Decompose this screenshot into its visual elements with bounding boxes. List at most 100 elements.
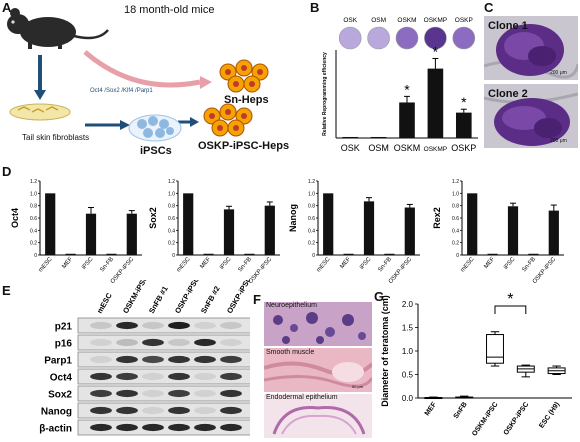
blot-band bbox=[220, 406, 242, 415]
panel-label-b: B bbox=[310, 0, 320, 15]
blot-row-label-2: Parp1 bbox=[44, 356, 72, 367]
ytick-label: 2.0 bbox=[402, 300, 414, 309]
dish-label-2: OSKM bbox=[397, 17, 416, 24]
blot-band bbox=[168, 389, 190, 398]
ytick-label: 0.6 bbox=[452, 216, 459, 222]
ytick-label: 1.0 bbox=[308, 191, 315, 197]
bar-Sn-FB bbox=[106, 253, 117, 255]
panel-label-d: D bbox=[2, 164, 12, 179]
panel-g-boxplot: 0.0 0.5 1.0 1.5 2.0 Diameter of teratoma (cm)… bbox=[380, 291, 572, 438]
blot-band bbox=[116, 355, 138, 364]
sn-heps-label: Sn-Heps bbox=[224, 94, 269, 106]
blot-col-5: OSKP-iPSC #2 bbox=[225, 280, 250, 315]
bar-mESC bbox=[467, 193, 478, 255]
blot-row-label-4: Sox2 bbox=[48, 390, 72, 401]
xtick-OSM: OSM bbox=[368, 143, 389, 153]
clone-2-scale: 200 μm bbox=[550, 138, 567, 144]
xtick-SnFB: SnFB bbox=[453, 401, 469, 420]
ytick-label: 0.6 bbox=[168, 216, 175, 222]
blot-band bbox=[194, 355, 216, 364]
xtick-MEF: MEF bbox=[424, 401, 439, 418]
xtick-MEF: MEF bbox=[61, 256, 74, 270]
blot-band bbox=[168, 423, 190, 432]
ytick-label: 0.2 bbox=[30, 241, 37, 247]
panel-label-a: A bbox=[2, 0, 12, 15]
clone-2-label: Clone 2 bbox=[488, 88, 528, 100]
blot-band bbox=[142, 338, 164, 347]
blot-band bbox=[90, 423, 112, 432]
reprogramming-dish-2 bbox=[395, 26, 419, 50]
bar-MEF bbox=[203, 253, 214, 255]
bar-Sn-FB bbox=[528, 253, 539, 255]
clone-1-scale: 200 μm bbox=[550, 70, 567, 76]
blot-rows: p21 p16 Parp1 Oct4 Sox2 Nanog β-actin bbox=[39, 317, 250, 436]
blot-band bbox=[168, 406, 190, 415]
significance-star-OSKMP: * bbox=[433, 43, 439, 59]
endodermal-label: Endodermal epithelium bbox=[266, 394, 338, 401]
ytick-label: 1.0 bbox=[452, 191, 459, 197]
ytick-label: 1.5 bbox=[402, 324, 414, 333]
reprogramming-dish-0 bbox=[338, 26, 362, 50]
blot-strip-β-actin bbox=[77, 419, 250, 436]
oskp-heps-cells-icon bbox=[203, 103, 253, 137]
blot-band bbox=[142, 389, 164, 398]
blot-band bbox=[90, 372, 112, 381]
reprogramming-dish-1 bbox=[367, 26, 390, 50]
blot-band bbox=[142, 355, 164, 364]
bar-mESC bbox=[45, 193, 56, 255]
ytick-label: 1.2 bbox=[30, 179, 37, 185]
bar-OSKMP bbox=[427, 68, 444, 138]
mice-age-label: 18 month-old mice bbox=[124, 4, 215, 16]
blot-band bbox=[194, 372, 216, 381]
ytick-label: 0.5 bbox=[402, 371, 414, 380]
ytick-label: 1.2 bbox=[308, 179, 315, 185]
ipscs-label: iPSCs bbox=[140, 145, 172, 157]
xtick-MEF: MEF bbox=[339, 256, 352, 270]
ytick-label: 0.4 bbox=[452, 228, 459, 234]
chart-Nanog: 0 0.2 0.4 0.6 0.8 1.0 1.2 Nanog mESC MEF iPSC Sn-FB… bbox=[288, 179, 420, 283]
blot-col-1: OSKM-iPSC bbox=[121, 280, 150, 315]
ytick-label: 0.6 bbox=[30, 216, 37, 222]
blot-band bbox=[142, 406, 164, 415]
blot-band bbox=[220, 372, 242, 381]
clone-2-micrograph bbox=[484, 84, 578, 148]
xtick-iPSC: iPSC bbox=[81, 256, 95, 271]
xtick-OSKP-iPSC: OSKP-iPSC bbox=[503, 401, 531, 437]
ytick-label: 1.0 bbox=[168, 191, 175, 197]
ytick-label: 0 bbox=[312, 253, 315, 259]
xtick-iPSC: iPSC bbox=[359, 256, 373, 271]
blot-band bbox=[142, 321, 164, 330]
blot-band bbox=[116, 321, 138, 330]
bar-mESC bbox=[183, 193, 194, 255]
ytick-label: 1.0 bbox=[30, 191, 37, 197]
bar-OSKM bbox=[399, 102, 415, 138]
blot-band bbox=[90, 406, 112, 415]
blot-band bbox=[220, 423, 242, 432]
blot-col-4: SnFB #2 bbox=[199, 285, 222, 315]
dish-label-1: OSM bbox=[371, 17, 386, 24]
histology-smooth-muscle bbox=[264, 348, 372, 392]
blot-band bbox=[220, 321, 242, 330]
neuroepithelium-label: Neuroepithelium bbox=[266, 302, 317, 309]
xtick-OSKMP: OSKMP bbox=[424, 146, 447, 153]
mouse-icon bbox=[7, 8, 109, 49]
arrow-to-sn-heps bbox=[83, 50, 201, 88]
box-SnFB bbox=[455, 395, 474, 399]
clone-1-micrograph bbox=[484, 16, 578, 80]
ipsc-cells-icon bbox=[128, 114, 182, 142]
blot-band bbox=[220, 389, 242, 398]
xtick-mESC: mESC bbox=[176, 256, 192, 274]
xtick-Sn-FB: Sn-FB bbox=[237, 256, 253, 273]
bar-OSM bbox=[370, 136, 387, 138]
reprogramming-dish-3 bbox=[424, 26, 447, 50]
box-OSKP-iPSC bbox=[516, 364, 535, 378]
xtick-MEF: MEF bbox=[199, 256, 212, 270]
ytick-label: 0.6 bbox=[308, 216, 315, 222]
bar-MEF bbox=[65, 253, 76, 255]
bar-Sn-FB bbox=[384, 253, 395, 255]
